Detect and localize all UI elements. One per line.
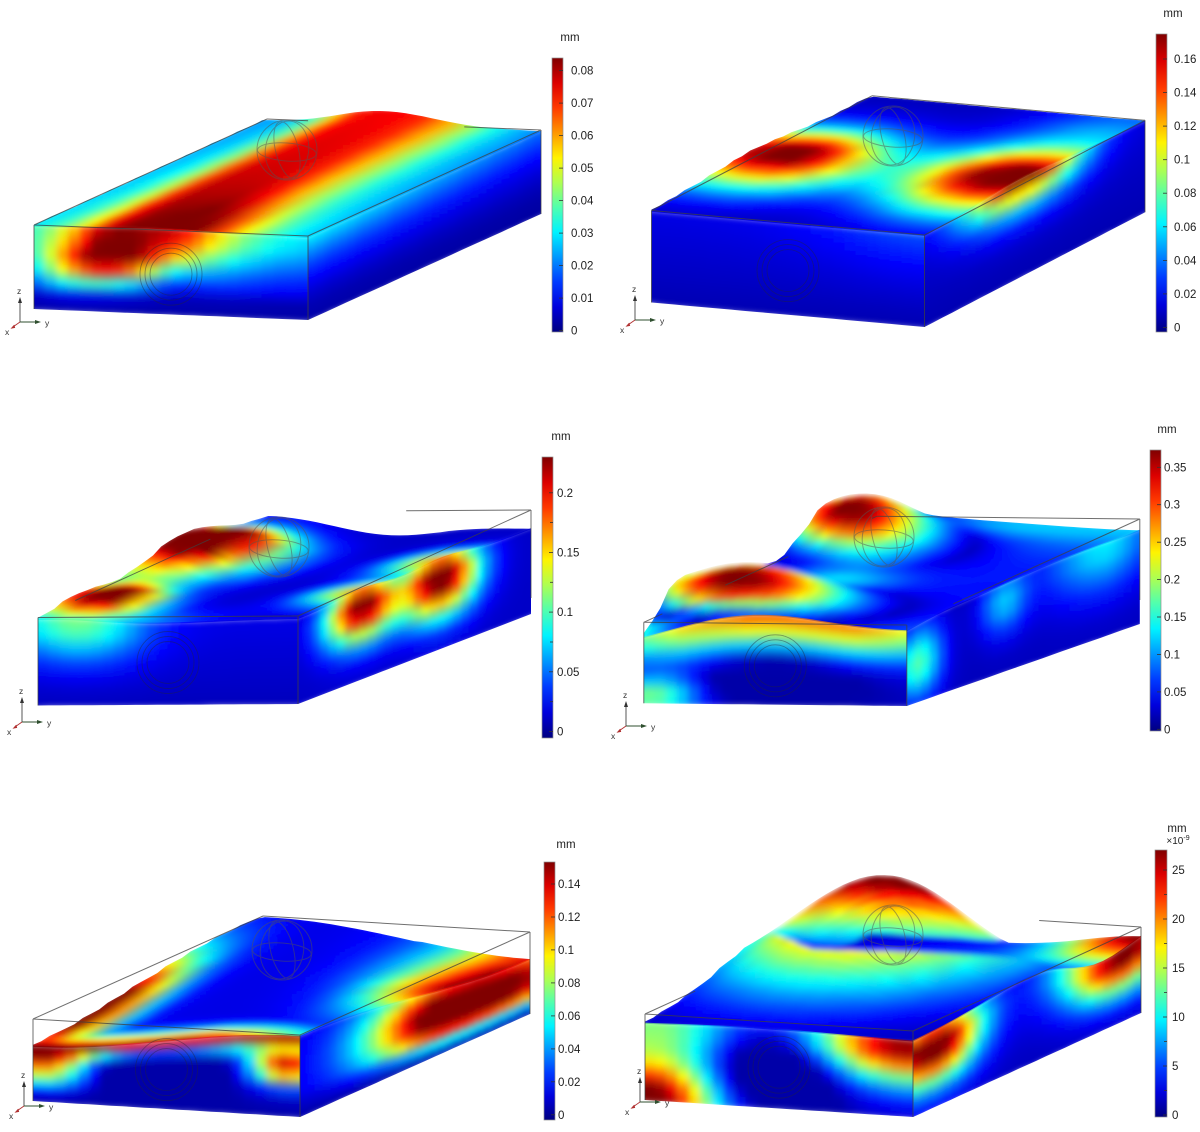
svg-text:y: y — [660, 316, 665, 326]
svg-text:25: 25 — [1172, 865, 1185, 877]
svg-text:0.14: 0.14 — [558, 879, 581, 891]
svg-text:y: y — [651, 722, 656, 732]
svg-text:5: 5 — [1172, 1061, 1178, 1073]
svg-text:0.08: 0.08 — [558, 978, 580, 990]
svg-text:z: z — [17, 286, 21, 296]
svg-text:15: 15 — [1172, 963, 1185, 975]
svg-text:0.04: 0.04 — [1174, 255, 1197, 267]
svg-text:10: 10 — [1172, 1012, 1185, 1024]
svg-text:mm: mm — [560, 32, 579, 44]
svg-text:0.1: 0.1 — [557, 607, 573, 619]
svg-text:mm: mm — [556, 839, 575, 851]
svg-text:x: x — [620, 325, 625, 335]
svg-text:0.1: 0.1 — [558, 945, 574, 957]
svg-text:0.06: 0.06 — [558, 1011, 580, 1023]
svg-text:0.2: 0.2 — [557, 488, 573, 500]
svg-text:y: y — [47, 718, 52, 728]
svg-text:x: x — [611, 731, 616, 741]
svg-text:0.02: 0.02 — [1174, 289, 1196, 301]
svg-text:0.05: 0.05 — [557, 667, 579, 679]
svg-text:y: y — [665, 1098, 670, 1108]
svg-text:0.3: 0.3 — [1164, 500, 1180, 512]
svg-text:0.03: 0.03 — [571, 228, 593, 240]
svg-text:0.12: 0.12 — [1174, 121, 1196, 133]
svg-text:0.35: 0.35 — [1164, 462, 1186, 474]
svg-text:0.06: 0.06 — [571, 131, 593, 143]
svg-text:x: x — [625, 1107, 630, 1117]
svg-text:0: 0 — [557, 727, 563, 739]
svg-text:0.02: 0.02 — [558, 1077, 580, 1089]
svg-text:0.02: 0.02 — [571, 261, 593, 273]
svg-text:0.06: 0.06 — [1174, 222, 1196, 234]
svg-text:0.25: 0.25 — [1164, 537, 1186, 549]
svg-text:0: 0 — [1172, 1110, 1178, 1122]
svg-text:0.05: 0.05 — [1164, 687, 1186, 699]
svg-text:x: x — [7, 727, 12, 737]
svg-text:0.1: 0.1 — [1164, 649, 1180, 661]
svg-text:z: z — [632, 284, 636, 294]
svg-text:0.15: 0.15 — [1164, 612, 1186, 624]
svg-text:0.07: 0.07 — [571, 98, 593, 110]
svg-text:x: x — [9, 1111, 14, 1121]
svg-text:0.14: 0.14 — [1174, 88, 1197, 100]
svg-text:0.2: 0.2 — [1164, 575, 1180, 587]
svg-text:z: z — [21, 1070, 25, 1080]
svg-text:mm: mm — [551, 431, 570, 443]
svg-text:0: 0 — [571, 326, 577, 338]
svg-text:0.16: 0.16 — [1174, 54, 1196, 66]
svg-text:0: 0 — [558, 1110, 564, 1122]
svg-text:y: y — [49, 1102, 54, 1112]
svg-text:x: x — [5, 327, 10, 337]
svg-text:0.08: 0.08 — [571, 66, 593, 78]
svg-text:mm: mm — [1163, 8, 1182, 20]
svg-text:20: 20 — [1172, 914, 1185, 926]
svg-text:z: z — [19, 686, 23, 696]
svg-text:0.05: 0.05 — [571, 163, 593, 175]
svg-text:y: y — [45, 318, 50, 328]
svg-text:0.04: 0.04 — [571, 196, 594, 208]
svg-text:0.1: 0.1 — [1174, 155, 1190, 167]
svg-text:0.15: 0.15 — [557, 548, 579, 560]
svg-text:0.01: 0.01 — [571, 293, 593, 305]
svg-text:z: z — [623, 690, 627, 700]
svg-text:0.04: 0.04 — [558, 1044, 581, 1056]
svg-text:z: z — [637, 1066, 641, 1076]
svg-text:mm: mm — [1167, 823, 1186, 835]
svg-text:0: 0 — [1164, 724, 1170, 736]
svg-text:0.08: 0.08 — [1174, 188, 1196, 200]
svg-text:0: 0 — [1174, 323, 1180, 335]
svg-text:mm: mm — [1157, 424, 1176, 436]
svg-text:0.12: 0.12 — [558, 912, 580, 924]
